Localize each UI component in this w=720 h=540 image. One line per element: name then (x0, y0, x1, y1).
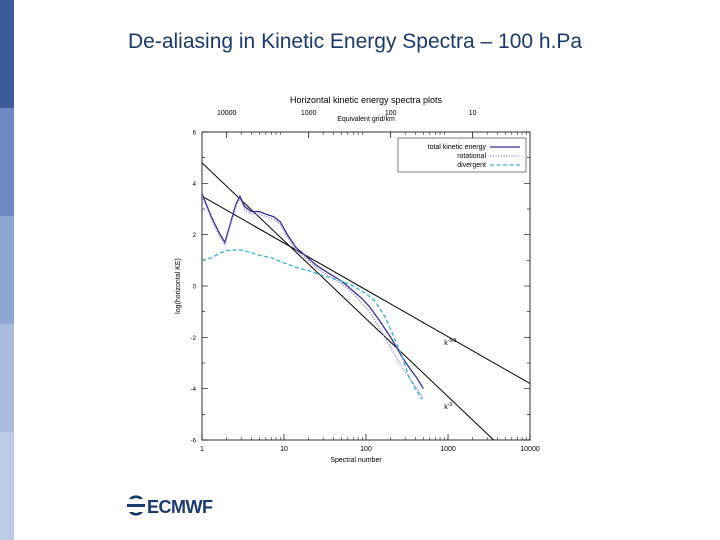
top-tick-label: 10 (469, 110, 477, 117)
legend-label: rotational (457, 153, 486, 160)
series-line (202, 193, 424, 390)
y-tick-label: 2 (193, 233, 197, 239)
legend-box (397, 137, 527, 173)
ecmwf-logo: ECMWF (127, 495, 213, 517)
reference-line (202, 195, 530, 384)
reference-line-label-exponent: -5/3 (448, 338, 457, 344)
top-tick-label: 100 (385, 110, 397, 117)
x-tick-label: 10 (280, 446, 288, 453)
top-axis-label: Equivalent grid/km (337, 116, 395, 123)
y-tick-label: 0 (193, 285, 197, 291)
reference-line (202, 162, 494, 440)
y-tick-label: 6 (193, 131, 197, 137)
x-tick-label: 1000 (440, 446, 456, 453)
reference-line-label-base: k (444, 404, 448, 411)
chart-title: Horizontal kinetic energy spectra plots (290, 95, 443, 105)
logo-text: ECMWF (147, 497, 213, 517)
slide-sidebar (0, 0, 14, 540)
reference-line-label: k-5/3 (444, 338, 456, 347)
reference-line-label: k-3 (444, 402, 452, 411)
plot-frame (201, 131, 531, 441)
legend-label: divergent (457, 162, 486, 169)
y-tick-label: -4 (191, 387, 197, 393)
top-tick-label: 10000 (217, 110, 237, 117)
y-axis-label: log(horizontal KE) (175, 258, 182, 314)
sidebar-segment (0, 216, 14, 324)
reference-line-label-exponent: -3 (448, 402, 453, 408)
x-tick-label: 10000 (520, 446, 540, 453)
x-tick-label: 1 (200, 446, 204, 453)
top-tick-label: 1000 (301, 110, 317, 117)
sidebar-segment (0, 108, 14, 216)
sidebar-segment (0, 432, 14, 540)
y-tick-label: 4 (193, 182, 197, 188)
series-line (202, 249, 423, 400)
spectra-chart: Horizontal kinetic energy spectra plots E… (175, 95, 540, 464)
reference-line-label-base: k (444, 340, 448, 347)
series-line (202, 195, 424, 400)
y-tick-label: -2 (191, 336, 197, 342)
legend-label: total kinetic energy (428, 144, 487, 151)
sidebar-segment (0, 324, 14, 432)
ecmwf-logo-mark (127, 495, 145, 516)
x-axis-label: Spectral number (330, 457, 382, 464)
sidebar-segment (0, 0, 14, 108)
x-tick-label: 100 (360, 446, 372, 453)
y-tick-label: -6 (191, 439, 197, 445)
slide-title: De-aliasing in Kinetic Energy Spectra – … (128, 30, 583, 53)
